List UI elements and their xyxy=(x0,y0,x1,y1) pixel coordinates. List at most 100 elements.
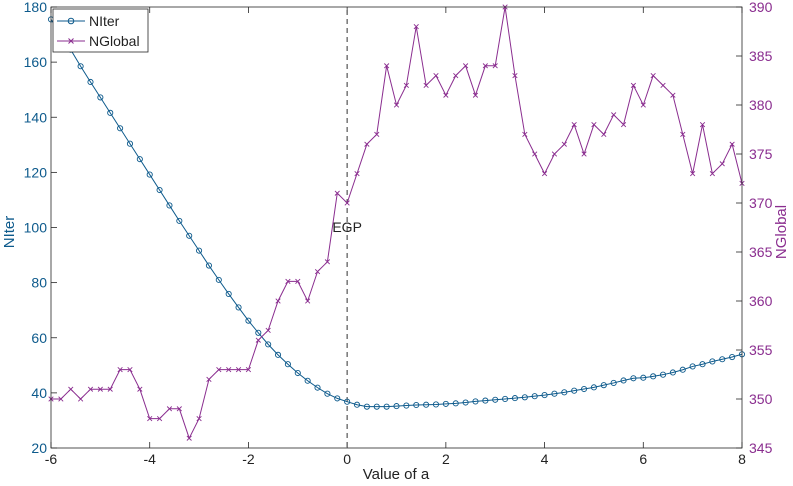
nglobal-point xyxy=(97,386,103,392)
right-tick-label: 380 xyxy=(749,97,773,113)
niter-point xyxy=(571,387,578,394)
niter-point xyxy=(353,401,361,408)
nglobal-point xyxy=(532,151,538,157)
nglobal-point xyxy=(443,92,449,98)
niter-point xyxy=(344,398,351,405)
niter-point xyxy=(482,397,489,404)
nglobal-point xyxy=(77,396,84,402)
nglobal-point xyxy=(374,131,380,138)
niter-point xyxy=(186,232,193,239)
niter-point xyxy=(274,351,282,358)
nglobal-point xyxy=(166,406,173,412)
right-tick-label: 350 xyxy=(749,391,773,407)
nglobal-point xyxy=(147,415,153,422)
niter-point xyxy=(77,63,84,70)
niter-point xyxy=(650,373,657,380)
x-tick-label: 8 xyxy=(738,451,746,467)
nglobal-point xyxy=(591,121,597,128)
niter-point xyxy=(314,384,321,391)
niter-point xyxy=(541,392,548,399)
niter-point xyxy=(413,401,420,409)
nglobal-point xyxy=(137,386,143,392)
left-tick-label: 180 xyxy=(24,0,48,15)
nglobal-point xyxy=(670,92,676,98)
niter-point xyxy=(620,377,627,384)
niter-point xyxy=(245,317,252,324)
niter-point xyxy=(334,395,341,402)
nglobal-point xyxy=(245,366,252,373)
nglobal-point xyxy=(107,386,113,392)
niter-point xyxy=(679,366,686,373)
nglobal-point xyxy=(709,170,716,177)
niter-point xyxy=(304,377,311,384)
x-tick-label: 0 xyxy=(343,451,351,467)
niter-point xyxy=(452,400,459,407)
right-tick-label: 360 xyxy=(749,293,773,309)
nglobal-point xyxy=(620,121,627,128)
niter-point xyxy=(126,140,134,147)
niter-point xyxy=(107,109,114,116)
niter-point xyxy=(590,384,597,391)
niter-point xyxy=(265,341,272,348)
niter-point xyxy=(373,403,380,410)
plot-frame xyxy=(50,6,743,449)
x-tick-label: -2 xyxy=(242,451,255,467)
nglobal-point xyxy=(581,151,587,157)
left-axis-ticks: 20 40 60 80 100 120 140 160 180 xyxy=(24,0,57,456)
nglobal-point xyxy=(186,435,192,441)
right-tick-label: 365 xyxy=(749,244,773,260)
nglobal-point xyxy=(690,170,696,177)
left-tick-label: 100 xyxy=(24,220,48,236)
x-tick-label: 2 xyxy=(442,451,450,467)
niter-point xyxy=(659,371,667,378)
niter-point xyxy=(462,399,469,406)
nglobal-point xyxy=(384,63,390,69)
nglobal-point xyxy=(611,112,617,118)
nglobal-point xyxy=(156,415,163,422)
nglobal-point xyxy=(127,366,133,373)
nglobal-point xyxy=(453,72,459,79)
nglobal-point xyxy=(729,141,735,147)
niter-point xyxy=(581,385,588,393)
niter-point xyxy=(176,217,183,224)
niter-point xyxy=(156,186,163,194)
niter-point xyxy=(117,125,124,132)
nglobal-point xyxy=(216,366,222,373)
left-tick-label: 40 xyxy=(31,385,47,401)
nglobal-point xyxy=(324,259,331,265)
niter-point xyxy=(502,395,509,402)
plot-area xyxy=(51,7,742,448)
niter-point xyxy=(87,78,94,86)
niter-point xyxy=(511,395,519,402)
nglobal-point xyxy=(719,161,725,167)
niter-point xyxy=(492,396,499,403)
nglobal-point xyxy=(551,151,558,157)
niter-point xyxy=(97,94,104,101)
nglobal-point xyxy=(364,141,370,147)
niter-point xyxy=(235,304,242,311)
niter-point xyxy=(255,329,262,336)
y-left-axis-title: NIter xyxy=(1,216,18,249)
nglobal-point xyxy=(650,72,656,79)
nglobal-point xyxy=(265,327,271,334)
nglobal-point xyxy=(413,23,419,30)
series-layer xyxy=(47,4,746,441)
nglobal-point xyxy=(58,396,64,402)
niter-point xyxy=(393,403,400,410)
nglobal-point xyxy=(601,131,607,138)
niter-point xyxy=(432,401,440,408)
niter-point xyxy=(669,369,676,376)
niter-point xyxy=(600,382,607,389)
legend-box xyxy=(52,8,149,53)
nglobal-point xyxy=(522,131,528,138)
nglobal-point xyxy=(571,121,577,128)
legend-nglobal-label: NGlobal xyxy=(89,33,140,49)
niter-point xyxy=(521,394,528,401)
right-axis-ticks: 345 350 355 360 365 370 375 380 385 390 xyxy=(736,0,773,456)
left-tick-label: 120 xyxy=(24,164,48,180)
nglobal-point xyxy=(305,298,311,304)
nglobal-point xyxy=(275,298,281,304)
niter-point xyxy=(215,276,222,283)
niter-point xyxy=(423,401,430,408)
